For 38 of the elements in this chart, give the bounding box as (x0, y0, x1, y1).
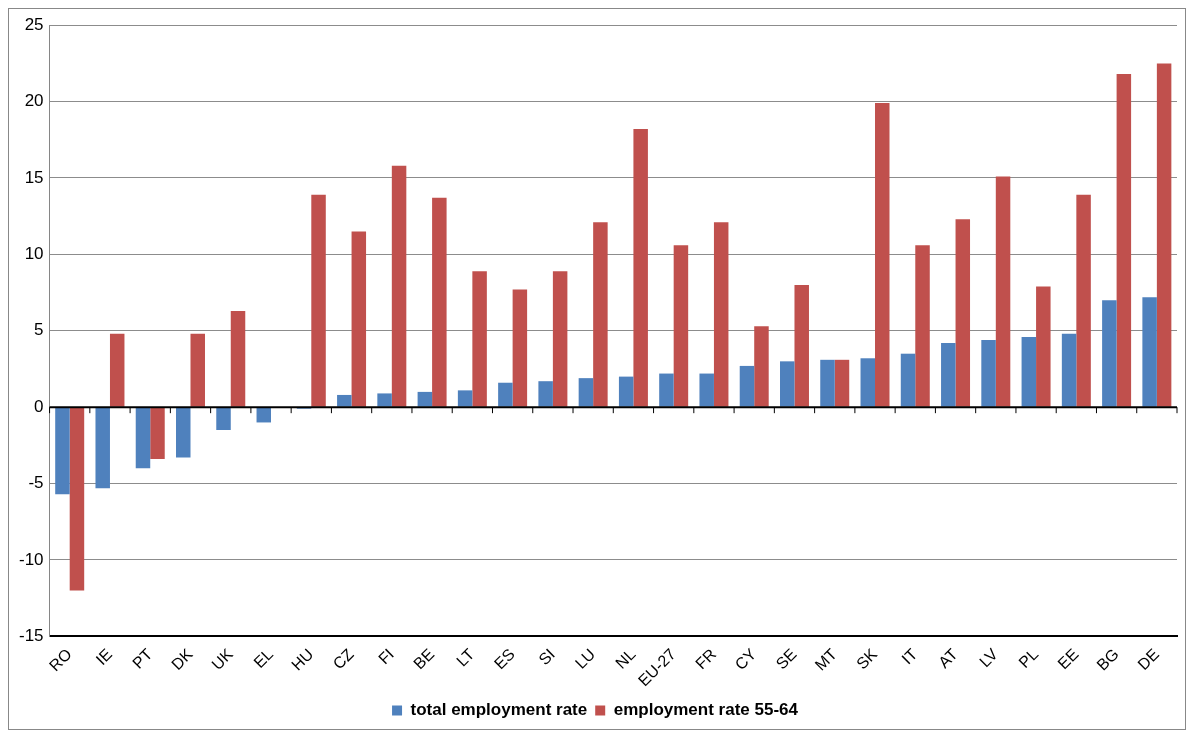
y-tick-label: 25 (24, 14, 44, 34)
x-tick-label: EE (1054, 645, 1082, 673)
y-tick-label: 20 (24, 91, 44, 111)
x-tick-label: SE (772, 645, 800, 673)
x-tick-label: BG (1093, 645, 1122, 674)
x-tick-label: MT (811, 645, 841, 674)
x-tick-label: RO (45, 645, 75, 675)
x-tick-label: EL (250, 645, 277, 672)
x-tick-label: LT (453, 645, 478, 670)
x-tick-label: LU (571, 645, 599, 672)
y-tick-label: -10 (18, 549, 44, 569)
y-tick-label: 10 (24, 244, 44, 264)
x-tick-label: CZ (329, 645, 357, 673)
x-tick-label: HU (288, 645, 317, 674)
x-tick-label: SI (535, 645, 559, 669)
x-tick-label: DK (167, 645, 196, 674)
x-tick-label: PL (1015, 645, 1042, 672)
x-tick-label: IE (92, 645, 116, 669)
x-tick-label: UK (208, 645, 237, 674)
x-tick-label: FR (692, 645, 720, 673)
y-tick-label: 5 (34, 320, 44, 340)
legend-label: total employment rate (410, 700, 588, 720)
x-tick-label: DE (1134, 645, 1163, 674)
y-tick-label: 15 (24, 167, 44, 187)
x-tick-label: SK (853, 645, 881, 673)
x-tick-label: IT (898, 645, 921, 668)
x-tick-label: ES (490, 645, 518, 673)
x-tick-label: NL (612, 645, 639, 672)
x-tick-label: FI (374, 645, 398, 668)
y-tick-label: -15 (18, 626, 44, 646)
x-tick-label: AT (935, 645, 961, 671)
x-tick-label: CY (731, 645, 760, 674)
x-tick-label: LV (976, 645, 1002, 671)
y-tick-label: 0 (34, 396, 44, 416)
legend-label: employment rate 55-64 (613, 700, 799, 720)
x-tick-label: BE (410, 645, 438, 673)
x-tick-label: PT (128, 645, 156, 672)
y-tick-label: -5 (28, 473, 44, 493)
